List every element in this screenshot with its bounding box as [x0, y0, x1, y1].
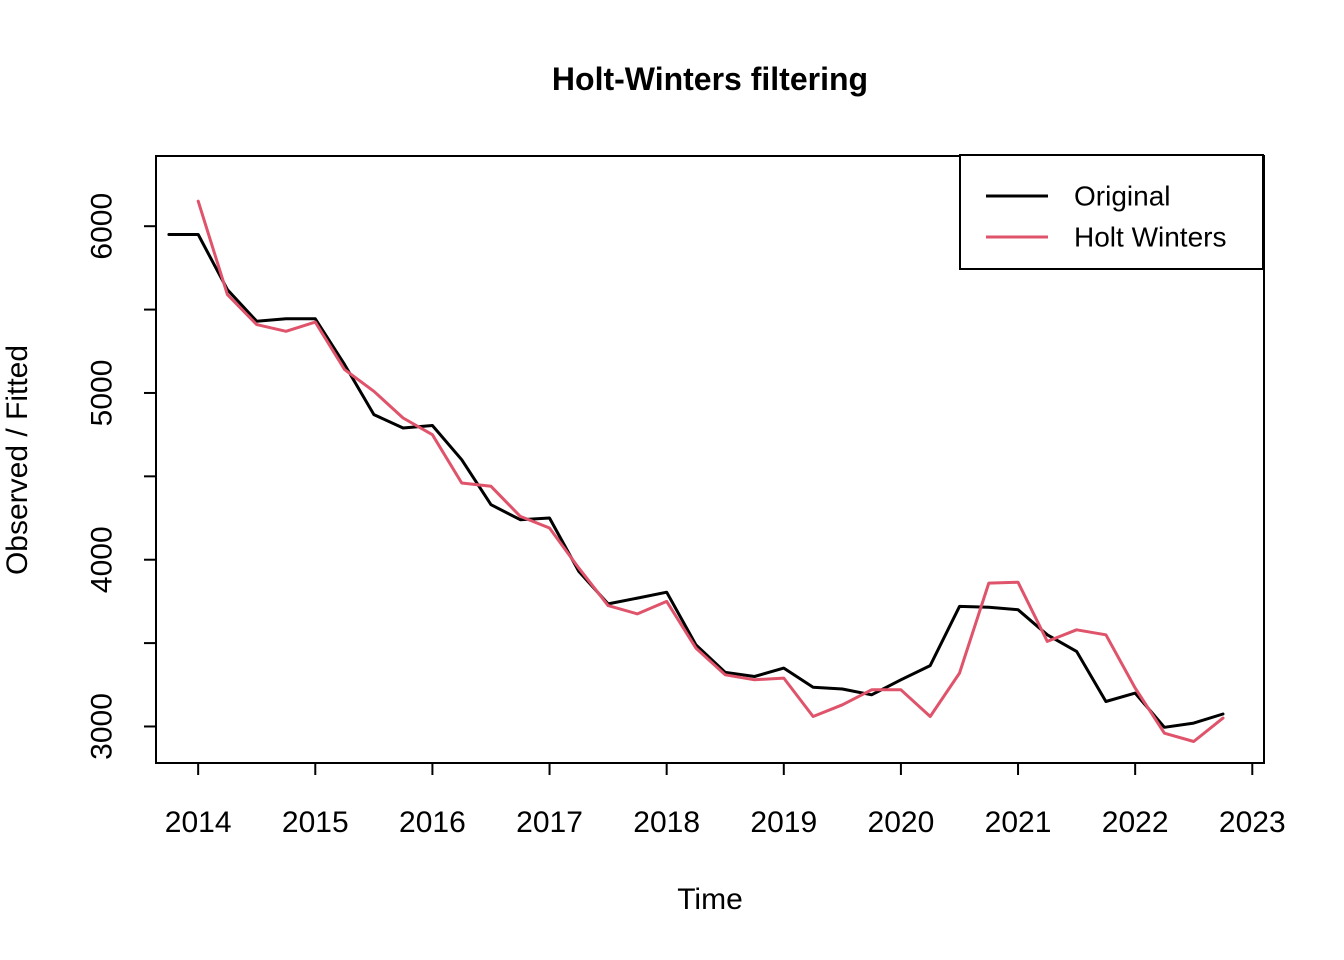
x-tick-label: 2018 — [633, 806, 700, 839]
legend-box — [959, 154, 1264, 270]
x-tick-label: 2019 — [750, 806, 817, 839]
x-tick-label: 2023 — [1219, 806, 1286, 839]
x-tick-label: 2015 — [282, 806, 349, 839]
x-tick-label: 2020 — [868, 806, 935, 839]
series-holt-winters-line — [196, 199, 1225, 743]
y-tick-label: 3000 — [86, 693, 119, 760]
y-tick-label: 6000 — [86, 193, 119, 260]
x-tick-label: 2017 — [516, 806, 583, 839]
legend-label-holt-winters: Holt Winters — [1074, 222, 1226, 253]
y-tick-label: 4000 — [86, 526, 119, 593]
y-axis-title: Observed / Fitted — [1, 345, 34, 575]
y-axis: 3000 4000 5000 6000 — [86, 193, 156, 760]
x-axis: 2014 2015 2016 2017 2018 2019 2020 2021 2022 2023 — [165, 763, 1286, 839]
series-group — [167, 199, 1225, 743]
legend: Original Holt Winters — [959, 154, 1264, 270]
x-tick-label: 2021 — [985, 806, 1052, 839]
plot-border — [155, 155, 1265, 764]
series-original-line — [167, 233, 1225, 729]
x-tick-label: 2016 — [399, 806, 466, 839]
x-axis-title: Time — [677, 883, 743, 916]
x-tick-label: 2014 — [165, 806, 232, 839]
x-tick-label: 2022 — [1102, 806, 1169, 839]
legend-label-original: Original — [1074, 181, 1170, 212]
y-tick-label: 5000 — [86, 360, 119, 427]
chart-title: Holt-Winters filtering — [552, 61, 868, 97]
